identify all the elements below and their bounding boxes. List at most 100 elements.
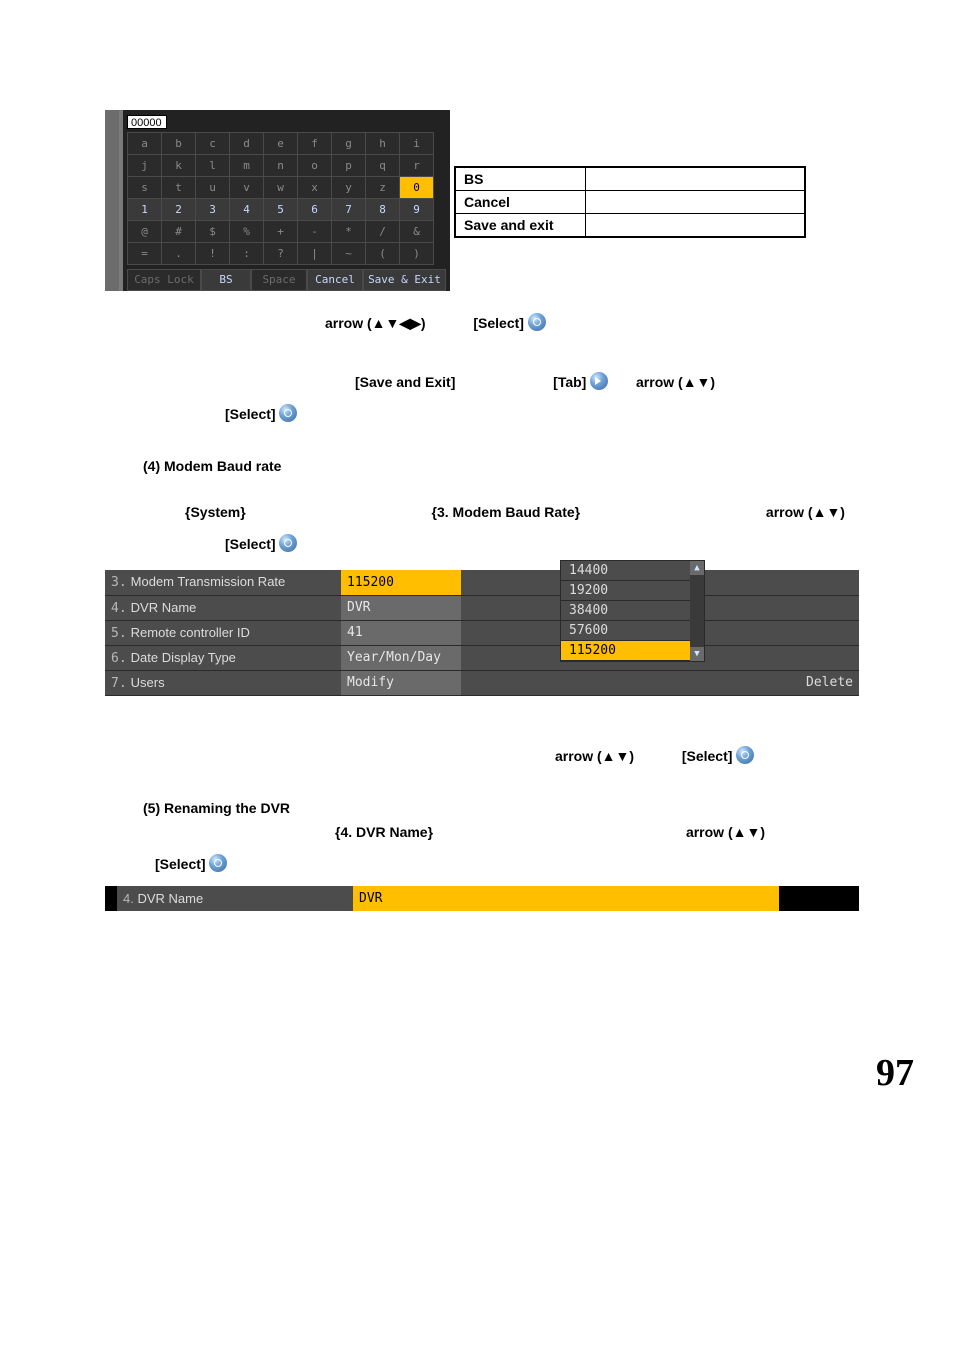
key-y[interactable]: y — [332, 177, 366, 199]
key-g[interactable]: g — [332, 133, 366, 155]
dvr-name-row: 4. DVR Name DVR — [105, 886, 859, 911]
key-sym-5[interactable]: + — [264, 221, 298, 243]
table-row[interactable]: 4.DVR Name DVR — [105, 595, 859, 620]
tab-icon — [590, 372, 608, 390]
row-value: 41 — [341, 620, 461, 645]
baud-option[interactable]: 57600 — [561, 621, 704, 641]
table-row[interactable]: 4. DVR Name DVR — [105, 886, 859, 911]
key-j[interactable]: j — [128, 155, 162, 177]
key-s[interactable]: s — [128, 177, 162, 199]
section-5-title: (5) Renaming the DVR — [143, 800, 869, 816]
key-d[interactable]: d — [230, 133, 264, 155]
text-dvr-name: {4. DVR Name} — [335, 824, 433, 840]
key-v[interactable]: v — [230, 177, 264, 199]
baud-option[interactable]: 19200 — [561, 581, 704, 601]
baud-option[interactable]: 38400 — [561, 601, 704, 621]
key-save-exit[interactable]: Save & Exit — [363, 269, 446, 291]
table-row[interactable]: 7.Users Modify Delete — [105, 670, 859, 695]
key-a[interactable]: a — [128, 133, 162, 155]
key-w[interactable]: w — [264, 177, 298, 199]
key-1[interactable]: 1 — [128, 199, 162, 221]
key-cancel[interactable]: Cancel — [307, 269, 363, 291]
key-f[interactable]: f — [298, 133, 332, 155]
def-bs-label: BS — [455, 167, 585, 191]
key-u[interactable]: u — [196, 177, 230, 199]
text-arrow2-1: arrow (▲▼) — [636, 374, 715, 390]
baud-rate-dropdown: 14400 19200 38400 57600 115200 ▲ ▼ — [560, 560, 705, 662]
key-sym-9[interactable]: & — [400, 221, 434, 243]
key-q[interactable]: q — [366, 155, 400, 177]
scroll-up-icon[interactable]: ▲ — [690, 561, 704, 575]
table-row[interactable]: 6.Date Display Type Year/Mon/Day — [105, 645, 859, 670]
key-sym-4[interactable]: % — [230, 221, 264, 243]
key-5[interactable]: 5 — [264, 199, 298, 221]
key-backspace[interactable]: BS — [201, 269, 251, 291]
def-bs-desc — [585, 167, 805, 191]
key-sym-11[interactable]: . — [162, 243, 196, 265]
key-4[interactable]: 4 — [230, 199, 264, 221]
dropdown-scrollbar[interactable]: ▲ ▼ — [690, 561, 704, 661]
key-6[interactable]: 6 — [298, 199, 332, 221]
scroll-down-icon[interactable]: ▼ — [690, 647, 704, 661]
key-l[interactable]: l — [196, 155, 230, 177]
key-k[interactable]: k — [162, 155, 196, 177]
key-sym-7[interactable]: * — [332, 221, 366, 243]
key-sym-3[interactable]: $ — [196, 221, 230, 243]
key-capslock[interactable]: Caps Lock — [127, 269, 201, 291]
key-o[interactable]: o — [298, 155, 332, 177]
def-cancel-desc — [585, 191, 805, 214]
table-row[interactable]: 5.Remote controller ID 41 — [105, 620, 859, 645]
key-sym-1[interactable]: @ — [128, 221, 162, 243]
text-arrow2-2: arrow (▲▼) — [766, 504, 845, 520]
key-sym-14[interactable]: ? — [264, 243, 298, 265]
text-save-exit: [Save and Exit] — [355, 374, 455, 390]
table-row[interactable]: 3.Modem Transmission Rate 115200 — [105, 570, 859, 595]
key-space[interactable]: Space — [251, 269, 307, 291]
key-3[interactable]: 3 — [196, 199, 230, 221]
key-sym-8[interactable]: / — [366, 221, 400, 243]
key-z[interactable]: z — [366, 177, 400, 199]
text-modem-baud-rate: {3. Modem Baud Rate} — [432, 504, 581, 520]
key-n[interactable]: n — [264, 155, 298, 177]
row-value: DVR — [353, 886, 779, 911]
key-i[interactable]: i — [400, 133, 434, 155]
key-r[interactable]: r — [400, 155, 434, 177]
baud-option[interactable]: 14400 — [561, 561, 704, 581]
key-sym-2[interactable]: # — [162, 221, 196, 243]
key-sym-17[interactable]: ( — [366, 243, 400, 265]
text-select-4: [Select] — [682, 748, 733, 764]
key-sym-12[interactable]: ! — [196, 243, 230, 265]
key-b[interactable]: b — [162, 133, 196, 155]
key-m[interactable]: m — [230, 155, 264, 177]
baud-option-selected[interactable]: 115200 — [561, 641, 704, 661]
key-h[interactable]: h — [366, 133, 400, 155]
row-label: Date Display Type — [131, 650, 236, 665]
key-8[interactable]: 8 — [366, 199, 400, 221]
key-p[interactable]: p — [332, 155, 366, 177]
key-sym-6[interactable]: - — [298, 221, 332, 243]
def-save-desc — [585, 214, 805, 238]
text-arrow2-3: arrow (▲▼) — [555, 748, 634, 764]
def-cancel-label: Cancel — [455, 191, 585, 214]
key-7[interactable]: 7 — [332, 199, 366, 221]
key-sym-16[interactable]: ~ — [332, 243, 366, 265]
keyboard-input: 00000 — [127, 115, 167, 129]
row-label: Users — [131, 675, 165, 690]
key-e[interactable]: e — [264, 133, 298, 155]
key-sym-10[interactable]: = — [128, 243, 162, 265]
delete-button[interactable]: Delete — [461, 670, 859, 695]
key-0[interactable]: 0 — [400, 177, 434, 199]
key-sym-18[interactable]: ) — [400, 243, 434, 265]
key-x[interactable]: x — [298, 177, 332, 199]
key-9[interactable]: 9 — [400, 199, 434, 221]
key-sym-15[interactable]: | — [298, 243, 332, 265]
key-c[interactable]: c — [196, 133, 230, 155]
key-t[interactable]: t — [162, 177, 196, 199]
key-sym-13[interactable]: : — [230, 243, 264, 265]
row-label: Modem Transmission Rate — [131, 574, 286, 589]
row-label: DVR Name — [131, 600, 197, 615]
page-number: 97 — [0, 1051, 914, 1095]
text-tab: [Tab] — [553, 374, 586, 390]
key-2[interactable]: 2 — [162, 199, 196, 221]
select-icon — [736, 746, 754, 764]
